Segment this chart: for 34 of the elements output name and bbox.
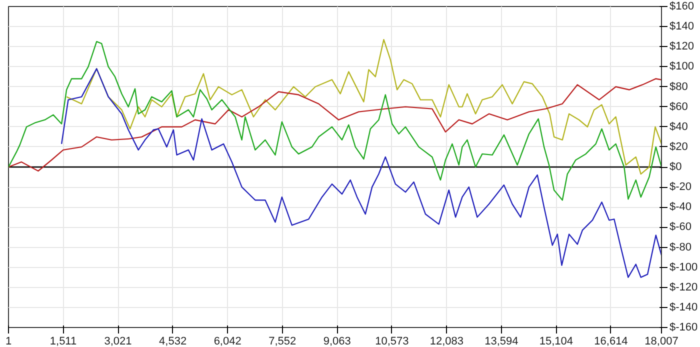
y-tick-label: $-60 bbox=[670, 221, 692, 234]
y-tick-label: $-160 bbox=[670, 322, 698, 334]
y-tick-label: $160 bbox=[670, 0, 694, 12]
y-tick-label: $120 bbox=[670, 40, 694, 53]
x-tick-label: 9,063 bbox=[323, 336, 351, 347]
x-tick-label: 3,021 bbox=[104, 336, 132, 347]
x-tick-label: 1,511 bbox=[50, 336, 77, 347]
line-series bbox=[66, 39, 662, 175]
y-tick-label: $-40 bbox=[670, 201, 692, 214]
y-tick-label: $0 bbox=[670, 161, 682, 173]
x-tick-label: 1 bbox=[5, 336, 12, 347]
y-tick-label: $-140 bbox=[670, 301, 698, 314]
x-tick-label: 4,532 bbox=[159, 336, 187, 347]
y-tick-label: $-20 bbox=[670, 181, 692, 194]
x-tick-label: 16,614 bbox=[594, 336, 628, 347]
x-tick-label: 12,083 bbox=[430, 336, 464, 347]
y-tick-label: $20 bbox=[670, 140, 688, 153]
y-tick-label: $-80 bbox=[670, 241, 692, 254]
x-tick-label: 6,042 bbox=[214, 336, 242, 347]
x-tick-label: 7,552 bbox=[268, 336, 296, 347]
y-tick-label: $80 bbox=[670, 80, 688, 93]
x-tick-label: 18,007 bbox=[644, 336, 678, 347]
line-series bbox=[8, 41, 662, 201]
y-tick-label: $100 bbox=[670, 60, 694, 73]
y-tick-label: $60 bbox=[670, 100, 688, 113]
x-tick-label: 10,573 bbox=[375, 336, 409, 347]
y-tick-label: $140 bbox=[670, 20, 694, 33]
line-series bbox=[8, 78, 662, 172]
y-tick-label: $-120 bbox=[670, 281, 698, 294]
x-tick-label: 13,594 bbox=[484, 336, 518, 347]
x-tick-label: 15,104 bbox=[539, 336, 574, 347]
y-tick-label: $40 bbox=[670, 120, 688, 133]
line-series bbox=[60, 68, 662, 278]
y-tick-label: $-100 bbox=[670, 261, 698, 274]
